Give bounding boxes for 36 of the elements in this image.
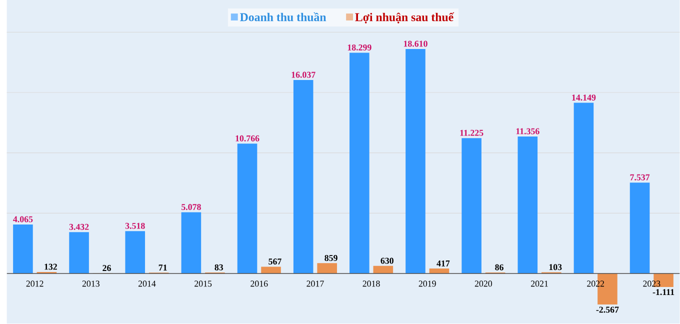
data-label: 14.149 (572, 94, 596, 101)
data-label: 5.078 (182, 204, 201, 210)
data-label: 630 (380, 258, 394, 264)
data-label: 18.299 (348, 44, 372, 51)
data-label: -2.567 (596, 306, 619, 313)
data-label: 18.610 (404, 40, 428, 47)
data-label: 103 (549, 264, 562, 270)
data-label: 10.766 (236, 136, 260, 142)
data-label: 26 (102, 265, 111, 272)
data-label: 3.518 (125, 223, 145, 230)
x-tick-label: 2019 (418, 280, 436, 287)
data-label: 71 (158, 264, 167, 271)
x-tick-label: 2017 (306, 280, 324, 287)
data-label: 4.065 (13, 216, 33, 222)
x-tick-label: 2016 (250, 280, 268, 287)
data-label: 859 (324, 255, 338, 262)
data-label: 7.537 (630, 174, 650, 181)
x-tick-label: 2014 (138, 280, 156, 287)
data-label: 11.225 (460, 130, 484, 136)
legend-label: Lợi nhuận sau thuế (355, 12, 454, 24)
data-label: 83 (214, 264, 224, 271)
x-tick-label: 2018 (362, 280, 380, 287)
data-label: 132 (44, 264, 57, 270)
legend-label: Doanh thu thuần (240, 12, 326, 22)
x-tick-label: 2013 (82, 280, 100, 287)
data-label: 417 (436, 260, 450, 267)
data-label: 567 (268, 258, 282, 265)
x-tick-label: 2020 (474, 280, 492, 287)
data-label: 3.432 (69, 224, 89, 230)
data-label: 11.356 (516, 128, 540, 135)
x-tick-label: 2012 (26, 280, 44, 287)
x-tick-label: 2021 (530, 280, 548, 287)
data-label: -1.111 (652, 289, 674, 296)
data-label: 16.037 (292, 72, 316, 78)
data-label: 86 (495, 264, 504, 271)
x-tick-label: 2015 (194, 280, 212, 287)
